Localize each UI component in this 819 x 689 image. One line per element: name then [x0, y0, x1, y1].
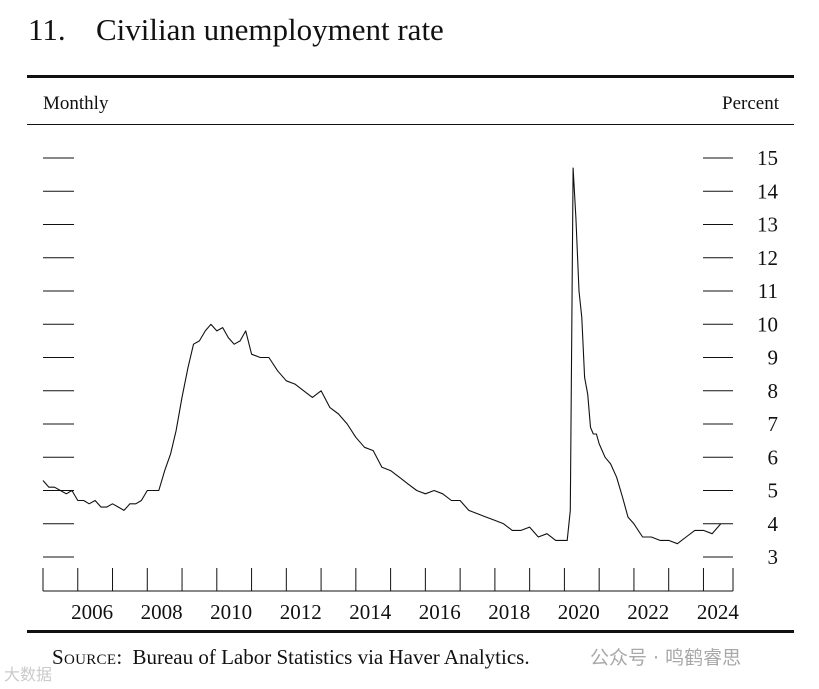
x-tick-label: 2024: [697, 600, 740, 624]
top-rule: [27, 75, 794, 78]
y-tick-labels: 3 4 5 6 7 8 9 10 11 12 13 14 15: [757, 146, 779, 569]
y-tick-label: 10: [757, 312, 778, 336]
y-tick-label: 12: [757, 246, 778, 270]
x-tick-label: 2006: [71, 600, 113, 624]
x-tick-label: 2020: [558, 600, 600, 624]
watermark: 公众号 · 鸣鹤睿思: [590, 647, 742, 669]
chart-title: 11. Civilian unemployment rate: [28, 12, 444, 48]
y-tick-label: 11: [758, 279, 778, 303]
unemployment-rate-line: [42, 167, 722, 545]
y-tick-label: 8: [768, 379, 779, 403]
y-tick-label: 14: [757, 179, 779, 203]
x-tick-label: 2018: [488, 600, 530, 624]
left-tick-dashes: [43, 157, 74, 558]
source-note: Source: Bureau of Labor Statistics via Ha…: [52, 645, 530, 670]
frequency-label: Monthly: [43, 93, 109, 114]
y-tick-label: 9: [768, 346, 779, 370]
x-tick-label: 2012: [280, 600, 322, 624]
y-tick-label: 6: [768, 445, 779, 469]
y-tick-label: 4: [768, 512, 779, 536]
y-tick-label: 13: [757, 213, 778, 237]
y-tick-label: 5: [768, 479, 779, 503]
y-tick-label: 3: [768, 545, 779, 569]
chart-title-text: Civilian unemployment rate: [96, 12, 444, 47]
header-rule: [27, 124, 794, 125]
x-tick-label: 2022: [627, 600, 669, 624]
unit-label: Percent: [722, 93, 779, 114]
x-tick-label: 2010: [210, 600, 252, 624]
right-tick-dashes: [703, 157, 733, 558]
corner-watermark: 大数据: [4, 665, 53, 684]
y-tick-label: 7: [768, 412, 779, 436]
source-prefix: Source:: [52, 645, 123, 669]
x-axis: [42, 568, 734, 592]
y-tick-label: 15: [757, 146, 778, 170]
bottom-rule: [27, 630, 794, 633]
source-text: Bureau of Labor Statistics via Haver Ana…: [132, 645, 530, 669]
x-tick-label: 2014: [349, 600, 392, 624]
x-tick-label: 2016: [419, 600, 461, 624]
chart-number: 11.: [28, 12, 66, 47]
x-tick-labels: 2006 2008 2010 2012 2014 2016 2018 2020 2022 2024: [71, 600, 739, 624]
x-tick-label: 2008: [141, 600, 183, 624]
